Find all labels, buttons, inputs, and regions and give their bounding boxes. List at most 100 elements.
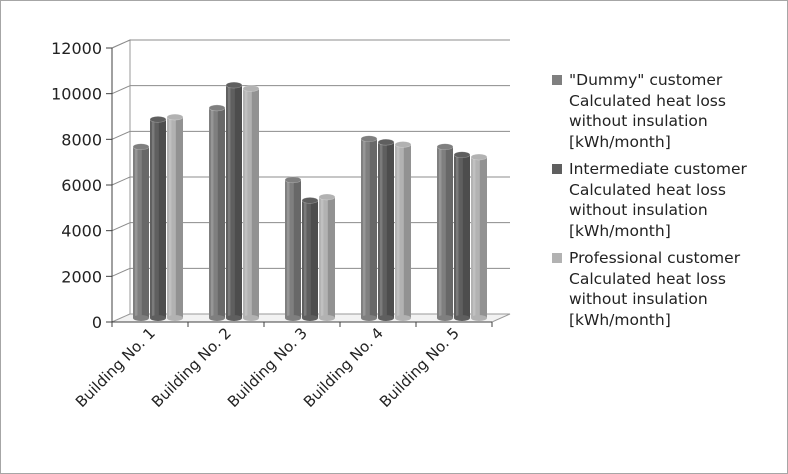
bar-body: [454, 154, 470, 318]
bar-top: [284, 176, 302, 184]
bar-body: [361, 138, 377, 318]
bar-highlight: [438, 146, 442, 318]
bar-shade: [310, 200, 318, 318]
bar-building-no-4-series-1: [360, 135, 378, 321]
bar-shade: [158, 119, 166, 318]
bar-body: [150, 119, 166, 318]
bar-highlight: [151, 119, 155, 318]
bar-top: [132, 143, 150, 151]
bar-body: [378, 142, 394, 318]
bar-body: [471, 157, 487, 318]
bar-base: [302, 315, 318, 321]
bar-base: [209, 315, 225, 321]
legend-item-dummy: "Dummy" customer Calculated heat loss wi…: [552, 70, 784, 152]
bar-building-no-3-series-2: [301, 197, 319, 321]
bar-body: [167, 117, 183, 318]
bar-shade: [293, 179, 301, 318]
bar-highlight: [227, 85, 231, 318]
bar-body: [133, 146, 149, 318]
bar-base: [150, 315, 166, 321]
bar-shade: [217, 107, 225, 318]
legend-swatch-intermediate: [552, 164, 562, 174]
legend-label-intermediate: Intermediate customer Calculated heat lo…: [569, 160, 747, 240]
bar-shade: [403, 144, 411, 318]
bar-highlight: [396, 144, 400, 318]
bar-top: [377, 138, 395, 146]
bar-building-no-2-series-3: [242, 85, 260, 321]
gridline-side-6000: [111, 176, 131, 186]
bar-top: [208, 104, 226, 112]
y-tick-label-8000: 8000: [61, 130, 102, 149]
bar-shade: [369, 138, 377, 318]
bar-body: [437, 146, 453, 318]
x-tick-label-building-no-1: Building No. 1: [72, 324, 159, 411]
bar-highlight: [379, 142, 383, 318]
bar-building-no-5-series-2: [453, 151, 471, 321]
bar-building-no-3-series-1: [284, 176, 302, 321]
bar-shade: [445, 146, 453, 318]
bar-base: [226, 315, 242, 321]
y-tick-label-4000: 4000: [61, 222, 102, 241]
bar-base: [361, 315, 377, 321]
bar-building-no-5-series-1: [436, 143, 454, 321]
legend-label-professional: Professional customer Calculated heat lo…: [569, 249, 741, 329]
y-tick-label-10000: 10000: [51, 85, 102, 104]
bar-top: [360, 135, 378, 143]
bar-building-no-1-series-2: [149, 116, 167, 321]
bar-building-no-4-series-3: [394, 141, 412, 321]
bar-base: [395, 315, 411, 321]
bar-shade: [462, 154, 470, 318]
bar-body: [395, 144, 411, 318]
bar-base: [285, 315, 301, 321]
bar-base: [454, 315, 470, 321]
bar-building-no-1-series-1: [132, 143, 150, 321]
bar-highlight: [320, 196, 324, 318]
bar-top: [318, 193, 336, 201]
x-tick-label-building-no-4: Building No. 4: [300, 324, 387, 411]
bar-highlight: [472, 157, 476, 318]
bar-top: [149, 116, 167, 123]
bar-building-no-1-series-3: [166, 113, 184, 321]
bar-shade: [386, 142, 394, 318]
bar-shade: [479, 157, 487, 318]
bar-base: [471, 315, 487, 321]
axes: [106, 47, 493, 327]
bar-base: [319, 315, 335, 321]
x-tick-label-building-no-3: Building No. 3: [224, 324, 311, 411]
x-tick-label-building-no-5: Building No. 5: [376, 324, 463, 411]
bar-body: [243, 88, 259, 319]
bar-highlight: [362, 138, 366, 318]
bar-highlight: [210, 107, 214, 318]
bar-top: [470, 153, 488, 161]
bar-highlight: [244, 88, 248, 319]
legend-label-dummy: "Dummy" customer Calculated heat loss wi…: [569, 71, 726, 151]
bar-body: [285, 179, 301, 318]
bar-shade: [251, 88, 259, 319]
bar-top: [436, 143, 454, 151]
legend-swatch-dummy: [552, 75, 562, 85]
bar-top: [453, 151, 471, 159]
y-tick-label-6000: 6000: [61, 176, 102, 195]
gridline-side-4000: [111, 222, 131, 232]
bar-shade: [141, 146, 149, 318]
legend: "Dummy" customer Calculated heat loss wi…: [552, 70, 784, 337]
bar-highlight: [168, 117, 172, 318]
gridline-side-10000: [111, 85, 131, 95]
bar-body: [319, 196, 335, 318]
bar-base: [133, 315, 149, 321]
x-tick-label-building-no-2: Building No. 2: [148, 324, 235, 411]
gridline-side-8000: [111, 130, 131, 140]
legend-swatch-professional: [552, 253, 562, 263]
gridline-side-12000: [111, 39, 131, 49]
bar-top: [394, 141, 412, 148]
bar-highlight: [286, 179, 290, 318]
bar-body: [209, 107, 225, 318]
bar-building-no-2-series-2: [225, 81, 243, 321]
bars: [132, 81, 488, 321]
bar-shade: [234, 85, 242, 318]
bar-base: [167, 315, 183, 321]
bar-highlight: [303, 200, 307, 318]
bar-highlight: [455, 154, 459, 318]
y-tick-label-2000: 2000: [61, 267, 102, 286]
